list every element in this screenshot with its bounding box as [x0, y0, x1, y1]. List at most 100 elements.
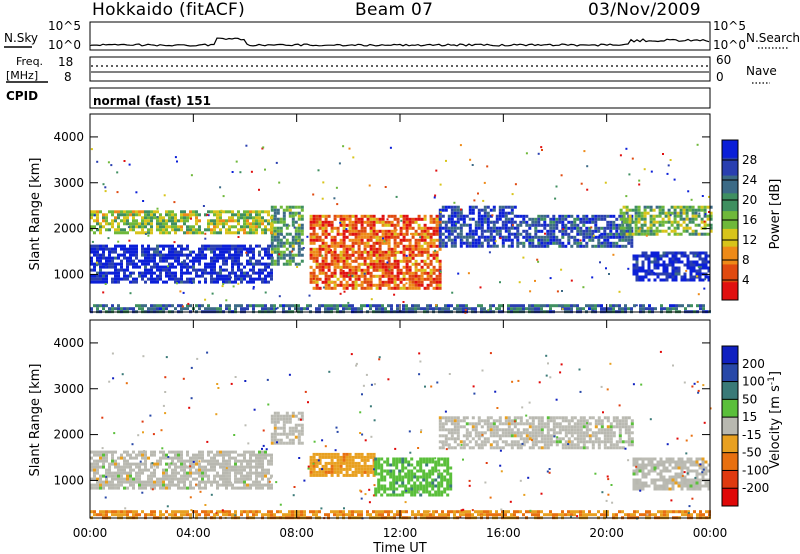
heatmap-cell: [174, 219, 177, 223]
heatmap-cell: [291, 238, 295, 242]
heatmap-cell: [498, 229, 502, 233]
heatmap-cell: [465, 416, 469, 420]
heatmap-cell: [377, 478, 381, 482]
heatmap-cell: [411, 232, 415, 236]
heatmap-cell: [228, 244, 231, 248]
heatmap-cell: [105, 247, 108, 251]
heatmap-cell: [486, 425, 490, 429]
heatmap-cell: [398, 460, 402, 464]
heatmap-cell: [390, 220, 394, 224]
heatmap-cell: [552, 428, 556, 432]
heatmap-cell: [674, 266, 678, 270]
heatmap-cell: [345, 271, 349, 275]
heatmap-cell: [132, 250, 135, 254]
heatmap-cell: [621, 238, 625, 242]
heatmap-cell: [528, 304, 531, 308]
heatmap-cell: [404, 484, 408, 488]
heatmap-cell: [300, 411, 304, 415]
heatmap-cell: [594, 304, 597, 308]
heatmap-cell: [447, 217, 451, 221]
heatmap-cell: [243, 244, 246, 248]
heatmap-cell: [210, 265, 213, 269]
heatmap-cell: [561, 232, 565, 236]
heatmap-cell: [540, 235, 544, 239]
heatmap-cell: [703, 287, 706, 290]
heatmap-cell: [99, 450, 102, 454]
heatmap-cell: [518, 281, 521, 284]
heatmap-cell: [270, 486, 273, 490]
heatmap-cell: [695, 254, 699, 258]
heatmap-cell: [91, 240, 94, 243]
heatmap-cell: [147, 228, 150, 232]
heatmap-cell: [180, 219, 183, 223]
heatmap-cell: [637, 214, 641, 218]
heatmap-cell: [345, 214, 349, 218]
heatmap-cell: [369, 247, 373, 251]
heatmap-cell: [123, 477, 126, 481]
heatmap-cell: [114, 216, 117, 220]
heatmap-cell: [410, 463, 414, 467]
heatmap-cell: [213, 228, 216, 232]
heatmap-cell: [111, 213, 114, 217]
heatmap-cell: [639, 227, 642, 230]
heatmap-cell: [519, 304, 522, 308]
heatmap-cell: [543, 238, 547, 242]
heatmap-cell: [189, 462, 192, 466]
heatmap-cell: [351, 238, 355, 242]
heatmap-cell: [486, 217, 490, 221]
heatmap-cell: [709, 214, 713, 218]
heatmap-cell: [441, 307, 444, 311]
heatmap-cell: [357, 307, 360, 311]
heatmap-cell: [291, 256, 295, 260]
heatmap-cell: [141, 453, 144, 457]
heatmap-cell: [183, 468, 186, 472]
heatmap-cell: [273, 435, 277, 439]
heatmap-cell: [321, 470, 325, 474]
heatmap-cell: [234, 253, 237, 257]
heatmap-cell: [102, 307, 105, 311]
heatmap-cell: [123, 256, 126, 260]
heatmap-cell: [492, 304, 495, 308]
heatmap-cell: [237, 219, 240, 223]
heatmap-cell: [414, 229, 418, 233]
heatmap-cell: [171, 253, 174, 257]
heatmap-cell: [643, 211, 647, 215]
heatmap-cell: [168, 474, 171, 478]
heatmap-cell: [333, 470, 337, 474]
heatmap-cell: [401, 469, 405, 473]
heatmap-cell: [111, 474, 114, 478]
heatmap-cell: [93, 462, 96, 466]
heatmap-cell: [646, 232, 650, 236]
heatmap-cell: [689, 260, 693, 264]
heatmap-cell: [422, 460, 426, 464]
heatmap-cell: [342, 274, 346, 278]
heatmap-cell: [240, 468, 243, 472]
heatmap-cell: [228, 231, 231, 235]
heatmap-cell: [135, 231, 138, 235]
heatmap-cell: [282, 250, 286, 254]
heatmap-cell: [351, 473, 355, 477]
heatmap-cell: [558, 428, 562, 432]
heatmap-cell: [276, 411, 280, 415]
heatmap-cell: [698, 257, 702, 261]
heatmap-cell: [588, 217, 592, 221]
heatmap-cell: [225, 450, 228, 454]
heatmap-cell: [339, 241, 343, 245]
heatmap-cell: [453, 422, 457, 426]
heatmap-cell: [291, 304, 294, 308]
heatmap-cell: [546, 419, 550, 423]
heatmap-cell: [522, 256, 525, 259]
heatmap-cell: [351, 461, 355, 465]
heatmap-cell: [354, 283, 358, 287]
heatmap-cell: [348, 147, 351, 150]
heatmap-cell: [417, 250, 421, 254]
heatmap-cell: [431, 493, 435, 497]
heatmap-cell: [126, 486, 129, 490]
heatmap-cell: [459, 226, 463, 230]
heatmap-cell: [676, 214, 680, 218]
heatmap-cell: [522, 440, 526, 444]
heatmap-cell: [429, 235, 433, 239]
heatmap-cell: [707, 275, 711, 279]
heatmap-cell: [330, 220, 334, 224]
heatmap-cell: [631, 157, 634, 160]
